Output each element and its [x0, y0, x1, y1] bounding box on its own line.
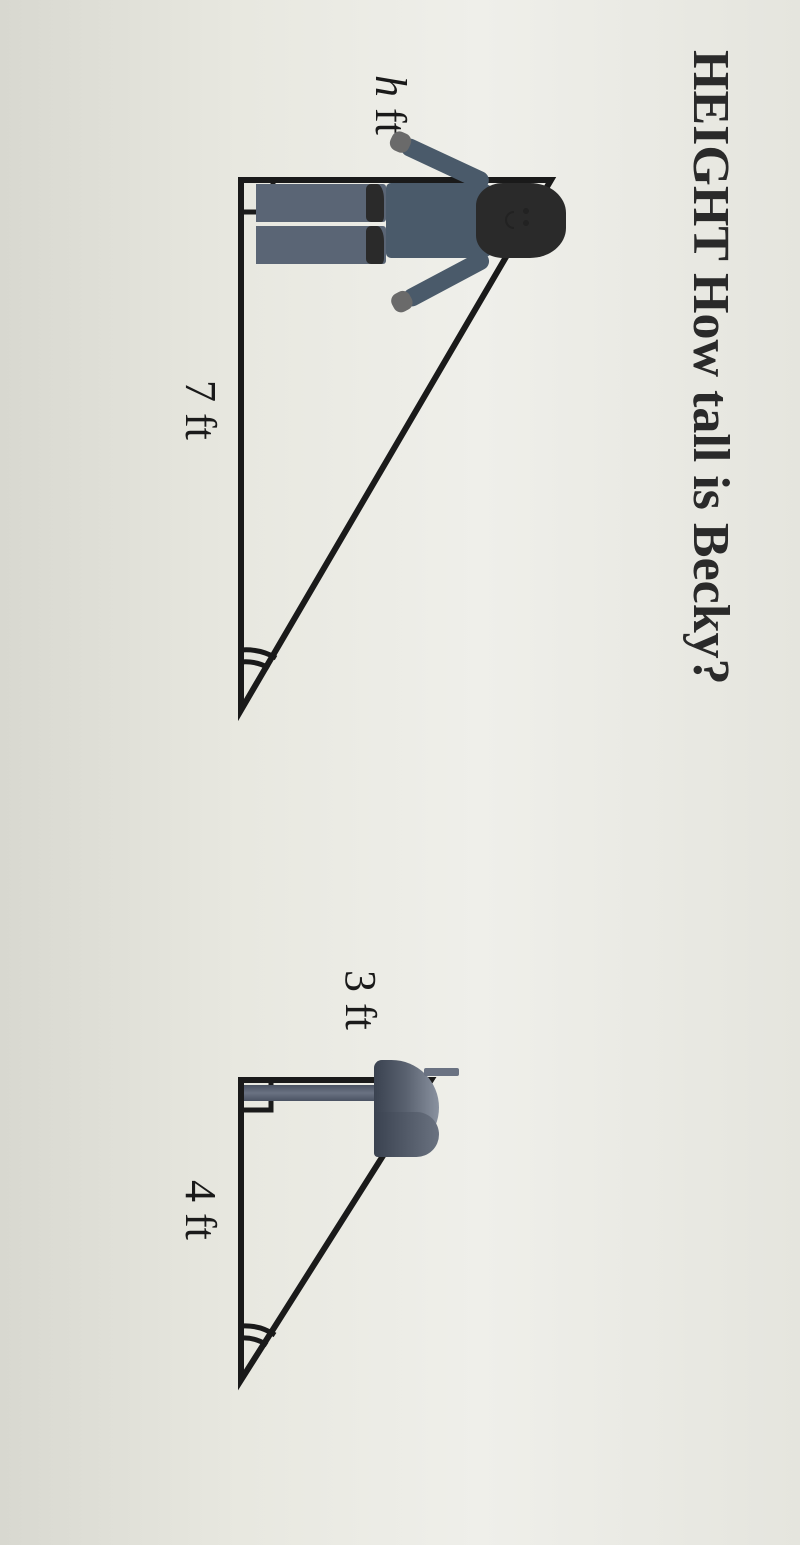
question-heading: HEIGHT How tall is Becky?: [681, 50, 740, 1495]
mailbox-front: [374, 1112, 439, 1157]
page: HEIGHT How tall is Becky?: [0, 0, 800, 1545]
topic-label: HEIGHT: [682, 50, 739, 260]
seven-ft-label: 7 ft: [175, 380, 226, 440]
four-ft-label: 4 ft: [175, 1180, 226, 1240]
question-text: How tall is Becky?: [682, 260, 739, 685]
three-ft-label: 3 ft: [335, 970, 386, 1030]
mailbox-flag: [424, 1068, 459, 1076]
mailbox-post: [244, 1085, 374, 1101]
mailbox: [249, 1055, 439, 1165]
person-head: [491, 193, 556, 248]
mailbox-box: [374, 1060, 439, 1155]
person-face: [505, 205, 536, 235]
diagram-area: h ft 7 ft 3 ft 4 ft: [31, 50, 631, 1495]
h-ft-label: h ft: [365, 75, 416, 135]
person-legs: [256, 184, 386, 256]
person-becky: [246, 150, 556, 290]
